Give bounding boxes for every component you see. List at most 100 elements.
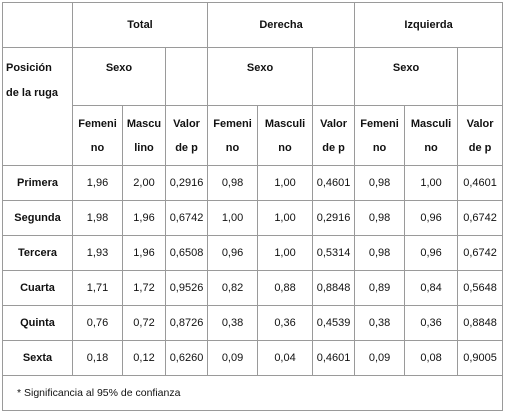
sub-header-line: Femeni bbox=[213, 117, 252, 130]
sub-header-line: no bbox=[225, 141, 240, 154]
row-label: Tercera bbox=[2, 235, 73, 271]
row-label: Sexta bbox=[2, 340, 73, 376]
cell-value: 0,8726 bbox=[164, 305, 209, 341]
sex-header: Sexo bbox=[354, 47, 459, 106]
empty-cell bbox=[2, 2, 73, 48]
cell-value: 0,6508 bbox=[164, 235, 209, 271]
table-row: Tercera 1,93 1,96 0,6508 0,96 1,00 0,5314 0,98 0… bbox=[2, 235, 504, 271]
sub-header-line: no bbox=[278, 141, 292, 154]
cell-value: 0,89 bbox=[354, 270, 406, 306]
cell-value: 0,36 bbox=[404, 305, 459, 341]
cell-value: 0,6742 bbox=[457, 200, 504, 236]
sex-header: Sexo bbox=[207, 47, 314, 106]
table-row: Quinta 0,76 0,72 0,8726 0,38 0,36 0,4539 0,38 0,… bbox=[2, 305, 504, 341]
cell-value: 1,96 bbox=[122, 235, 166, 271]
table-row: Sexta 0,18 0,12 0,6260 0,09 0,04 0,4601 0,09 0,0… bbox=[2, 340, 504, 376]
position-header-line: Posición bbox=[6, 62, 52, 74]
sub-header-line: Valor bbox=[173, 117, 200, 130]
cell-value: 0,04 bbox=[257, 340, 314, 376]
cell-value: 0,9005 bbox=[457, 340, 504, 376]
sub-header-line: de p bbox=[468, 141, 492, 154]
sub-header: Femeni no bbox=[354, 105, 406, 166]
group-header: Derecha bbox=[207, 2, 356, 48]
sub-header: Masculi no bbox=[404, 105, 459, 166]
cell-value: 0,6742 bbox=[457, 235, 504, 271]
position-header: Posición de la ruga bbox=[2, 47, 73, 166]
group-header: Total bbox=[71, 2, 209, 48]
cell-value: 1,72 bbox=[122, 270, 166, 306]
cell-value: 0,2916 bbox=[164, 165, 209, 201]
cell-value: 0,36 bbox=[257, 305, 314, 341]
table-row: Cuarta 1,71 1,72 0,9526 0,82 0,88 0,8848 0,89 0,… bbox=[2, 270, 504, 306]
cell-value: 0,98 bbox=[354, 200, 406, 236]
cell-value: 0,82 bbox=[207, 270, 259, 306]
cell-value: 0,38 bbox=[354, 305, 406, 341]
cell-value: 1,98 bbox=[72, 200, 123, 236]
cell-value: 0,6742 bbox=[164, 200, 209, 236]
table-container: Total Derecha Izquierda Posición de la ruga S… bbox=[1, 2, 504, 411]
sub-header-line: de p bbox=[322, 141, 345, 154]
cell-value: 0,38 bbox=[207, 305, 259, 341]
table-row: Femeni no Mascu lino Valor de p Femeni no Mascul… bbox=[3, 105, 504, 166]
cell-value: 1,00 bbox=[257, 235, 314, 271]
sub-header-line: Valor bbox=[320, 117, 347, 130]
row-label: Segunda bbox=[2, 200, 73, 236]
table-row: Posición de la ruga Sexo Sexo Sexo bbox=[2, 47, 504, 166]
empty-cell bbox=[312, 47, 356, 106]
cell-value: 0,96 bbox=[207, 235, 259, 271]
sub-header-line: Femeni bbox=[360, 117, 399, 130]
cell-value: 0,5648 bbox=[457, 270, 504, 306]
sub-header-line: Valor bbox=[466, 117, 494, 130]
cell-value: 0,09 bbox=[354, 340, 406, 376]
cell-value: 0,9526 bbox=[164, 270, 209, 306]
cell-value: 0,2916 bbox=[312, 200, 356, 236]
sub-header-line: Mascu bbox=[126, 117, 162, 130]
sub-header-line: de p bbox=[175, 141, 198, 154]
sub-header-line: Femeni bbox=[78, 117, 117, 130]
sub-header: Valor de p bbox=[312, 105, 356, 166]
cell-value: 0,88 bbox=[257, 270, 314, 306]
cell-value: 0,18 bbox=[72, 340, 123, 376]
sub-header: Valor de p bbox=[457, 105, 504, 166]
row-label: Primera bbox=[2, 165, 73, 201]
cell-value: 0,96 bbox=[404, 200, 459, 236]
table-row: Primera 1,96 2,00 0,2916 0,98 1,00 0,4601 0,98 1… bbox=[2, 165, 504, 201]
sub-header-line: lino bbox=[134, 141, 154, 154]
sub-header: Femeni no bbox=[207, 105, 259, 166]
empty-cell bbox=[164, 47, 209, 106]
cell-value: 1,93 bbox=[72, 235, 123, 271]
cell-value: 2,00 bbox=[122, 165, 166, 201]
cell-value: 0,98 bbox=[207, 165, 259, 201]
cell-value: 0,8848 bbox=[457, 305, 504, 341]
sub-header: Femeni no bbox=[72, 105, 123, 166]
position-header-line: de la ruga bbox=[6, 87, 58, 99]
cell-value: 0,12 bbox=[122, 340, 166, 376]
group-header: Izquierda bbox=[354, 2, 504, 48]
cell-value: 0,5314 bbox=[312, 235, 356, 271]
cell-value: 1,96 bbox=[72, 165, 123, 201]
cell-value: 1,00 bbox=[404, 165, 459, 201]
cell-value: 1,00 bbox=[257, 165, 314, 201]
row-label: Quinta bbox=[2, 305, 73, 341]
empty-cell bbox=[457, 47, 504, 106]
cell-value: 0,09 bbox=[207, 340, 259, 376]
cell-value: 0,4601 bbox=[312, 165, 356, 201]
cell-value: 0,98 bbox=[354, 165, 406, 201]
sub-header: Valor de p bbox=[164, 105, 209, 166]
cell-value: 1,96 bbox=[122, 200, 166, 236]
row-label: Cuarta bbox=[2, 270, 73, 306]
table-row: Total Derecha Izquierda bbox=[2, 2, 504, 48]
table-row: * Significancia al 95% de confianza bbox=[1, 375, 504, 411]
cell-value: 0,96 bbox=[404, 235, 459, 271]
cell-value: 0,4601 bbox=[457, 165, 504, 201]
cell-value: 0,08 bbox=[404, 340, 459, 376]
cell-value: 0,4601 bbox=[312, 340, 356, 376]
sub-header: Masculi no bbox=[257, 105, 314, 166]
sub-header-line: no bbox=[424, 141, 438, 154]
cell-value: 0,4539 bbox=[312, 305, 356, 341]
cell-value: 0,84 bbox=[404, 270, 459, 306]
sub-header-line: Masculi bbox=[410, 117, 452, 130]
table-row: Segunda 1,98 1,96 0,6742 1,00 1,00 0,2916 0,98 0… bbox=[2, 200, 504, 236]
footnote: * Significancia al 95% de confianza bbox=[1, 375, 504, 411]
sub-header-line: no bbox=[372, 141, 387, 154]
